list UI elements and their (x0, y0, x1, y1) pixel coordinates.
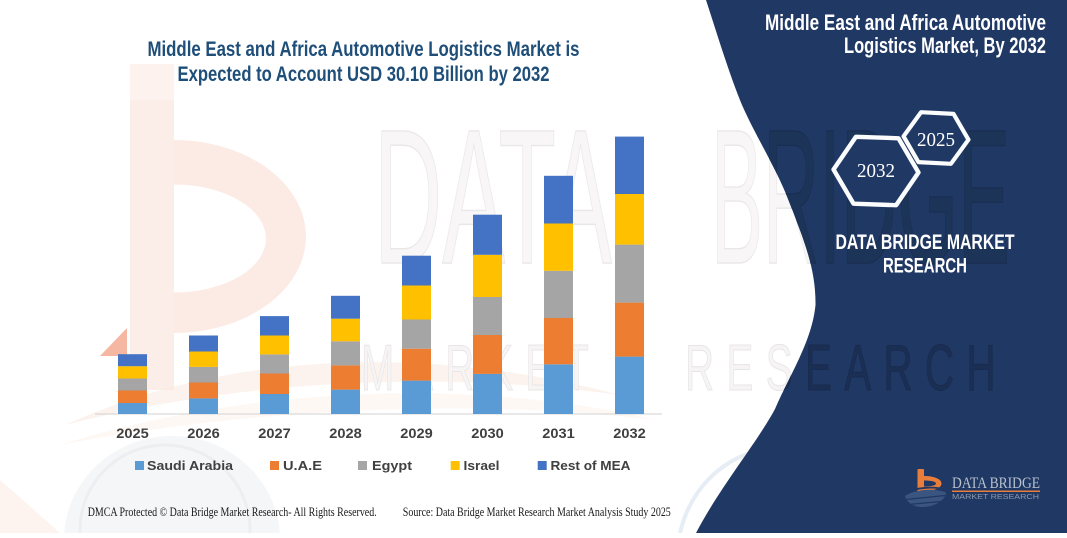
svg-text:2032: 2032 (857, 160, 895, 182)
svg-text:DMCA Protected © Data Bridge M: DMCA Protected © Data Bridge Market Rese… (88, 505, 377, 519)
svg-text:2030: 2030 (471, 425, 504, 441)
svg-text:Source: Data Bridge Market Res: Source: Data Bridge Market Research Mark… (403, 505, 671, 519)
svg-text:2031: 2031 (542, 425, 575, 441)
svg-text:2026: 2026 (187, 425, 220, 441)
svg-text:RESEARCH: RESEARCH (883, 255, 967, 278)
svg-text:Middle East and Africa Automot: Middle East and Africa Automotive Logist… (148, 38, 580, 61)
svg-text:Israel: Israel (464, 458, 500, 473)
svg-text:2028: 2028 (329, 425, 362, 441)
svg-text:Logistics Market, By 2032: Logistics Market, By 2032 (844, 33, 1046, 58)
svg-text:Egypt: Egypt (372, 458, 413, 473)
svg-text:2029: 2029 (400, 425, 433, 441)
svg-text:U.A.E: U.A.E (283, 458, 322, 473)
svg-text:DATA BRIDGE MARKET: DATA BRIDGE MARKET (836, 231, 1015, 254)
svg-text:Saudi Arabia: Saudi Arabia (147, 458, 234, 473)
svg-text:2032: 2032 (613, 425, 646, 441)
svg-text:MARKET RESEARCH: MARKET RESEARCH (952, 494, 1039, 501)
svg-text:Rest of MEA: Rest of MEA (551, 458, 632, 473)
svg-text:Expected to Account USD 30.10: Expected to Account USD 30.10 Billion by… (178, 63, 550, 86)
svg-text:Middle East and Africa Automot: Middle East and Africa Automotive (765, 10, 1046, 35)
svg-text:2025: 2025 (917, 129, 955, 151)
svg-text:2027: 2027 (258, 425, 291, 441)
svg-text:DATA BRIDGE: DATA BRIDGE (952, 475, 1040, 492)
svg-text:2025: 2025 (116, 425, 149, 441)
